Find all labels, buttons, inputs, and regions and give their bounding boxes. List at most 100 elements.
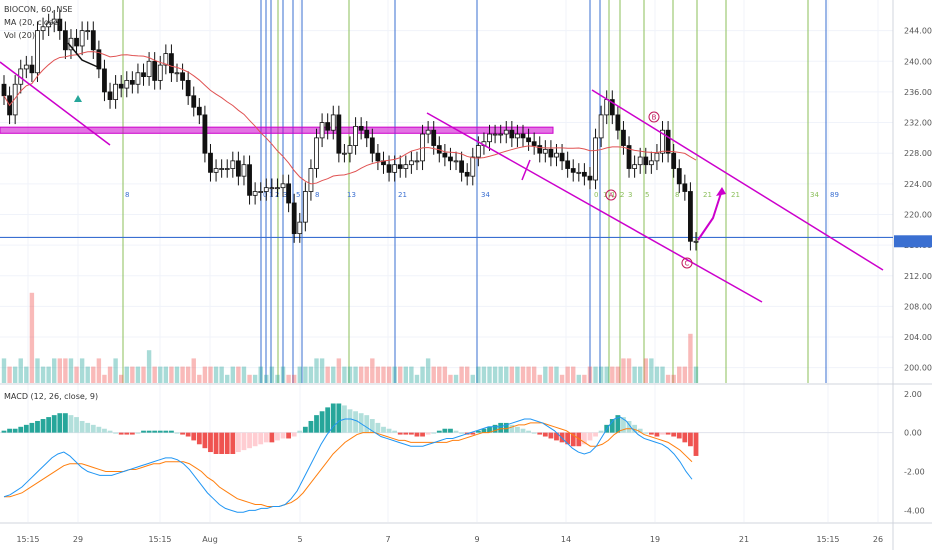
volume-bar [264, 374, 269, 383]
volume-bar [403, 366, 409, 383]
macd-hist-bar [62, 413, 68, 433]
macd-hist-bar [291, 432, 297, 437]
candle-body [269, 187, 275, 190]
candle-body [397, 164, 403, 169]
macd-hist-bar [302, 426, 308, 433]
volume-bar [693, 366, 699, 383]
macd-hist-bar [609, 419, 615, 433]
macd-hist-bar [74, 417, 79, 433]
fib-label: 21 [398, 191, 407, 199]
volume-bar [280, 366, 286, 383]
macd-hist-bar [23, 424, 29, 433]
volume-bar [632, 366, 637, 383]
volume-bar [197, 374, 202, 383]
macd-hist-bar [230, 432, 236, 454]
candle-body [615, 114, 621, 131]
volume-bar [386, 366, 392, 383]
macd-hist-bar [51, 415, 57, 433]
candle-body [665, 129, 671, 154]
volume-bar [96, 358, 102, 383]
price-tick-label: 244.00 [904, 27, 932, 36]
candle-body [682, 183, 688, 192]
macd-hist-bar [336, 403, 342, 433]
candle-body [464, 171, 470, 177]
macd-hist-bar [202, 432, 208, 449]
macd-hist-bar [693, 432, 699, 456]
volume-bar [85, 366, 90, 383]
macd-hist-bar [308, 420, 314, 433]
volume-bar [353, 366, 358, 383]
candle-body [247, 164, 252, 196]
volume-bar [392, 366, 397, 383]
volume-bar [487, 366, 492, 383]
volume-bar [342, 366, 347, 383]
macd-hist-bar [408, 432, 414, 435]
volume-bar [113, 358, 118, 383]
price-tick-label: 232.00 [904, 119, 932, 128]
volume-bar [509, 366, 515, 383]
candle-body [448, 156, 453, 162]
candle-body [185, 80, 191, 97]
macd-hist-bar [403, 432, 409, 435]
macd-hist-bar [581, 432, 587, 445]
volume-bar [660, 366, 665, 383]
candle-body [191, 95, 197, 108]
volume-bar [571, 366, 576, 383]
time-tick-label: 29 [73, 535, 83, 544]
candle-body [196, 106, 202, 116]
candle-body [286, 183, 292, 204]
macd-hist-bar [191, 432, 197, 441]
candle-body [442, 152, 448, 158]
wave-label: A [609, 192, 614, 200]
candle-body [57, 18, 63, 32]
candle-body [12, 83, 18, 116]
macd-hist-bar [632, 424, 638, 433]
volume-bar [29, 292, 35, 383]
candle-body [180, 72, 185, 81]
time-tick-label: 15:15 [816, 535, 839, 544]
candle-body [302, 191, 308, 223]
volume-bar [202, 366, 208, 383]
macd-hist-bar [141, 430, 146, 433]
time-tick-label: Aug [202, 535, 218, 544]
volume-bar [347, 366, 353, 383]
volume-bar [46, 366, 51, 383]
macd-hist-bar [146, 430, 152, 433]
volume-bar [303, 366, 308, 383]
fib-label: 2 [620, 191, 624, 199]
candle-body [241, 164, 247, 177]
macd-hist-bar [397, 432, 403, 435]
candle-body [403, 164, 409, 169]
macd-hist-bar [587, 432, 593, 441]
wave-circle [681, 257, 693, 269]
macd-hist-bar [537, 432, 543, 435]
candle-body [593, 137, 598, 181]
wave-circle [648, 111, 660, 123]
volume-bar [459, 366, 464, 383]
macd-hist-bar [369, 419, 375, 433]
macd-hist-bar [275, 432, 280, 441]
volume-bar [559, 374, 565, 383]
volume-bar [604, 366, 609, 383]
fib-label: 21 [703, 191, 712, 199]
candle-body [342, 152, 347, 155]
candle-body [1, 83, 7, 97]
macd-hist-bar [325, 407, 331, 433]
fib-label: 0 [594, 191, 598, 199]
fib-label: 8 [315, 191, 319, 199]
macd-hist-bar [152, 430, 158, 433]
candle-body [213, 168, 219, 173]
volume-bar [381, 366, 386, 383]
candle-body [235, 160, 241, 177]
candle-body [431, 129, 437, 146]
fib-time-zones: 8012358132134011235821213489 [122, 0, 839, 383]
candle-body [654, 152, 660, 162]
candle-body [604, 99, 610, 116]
macd-hist-bar [208, 432, 213, 453]
volume-bar [191, 358, 196, 383]
candle-body [40, 26, 46, 32]
macd-hist-bar [1, 430, 7, 433]
macd-hist-bar [637, 428, 643, 433]
volume-bar [637, 366, 643, 383]
